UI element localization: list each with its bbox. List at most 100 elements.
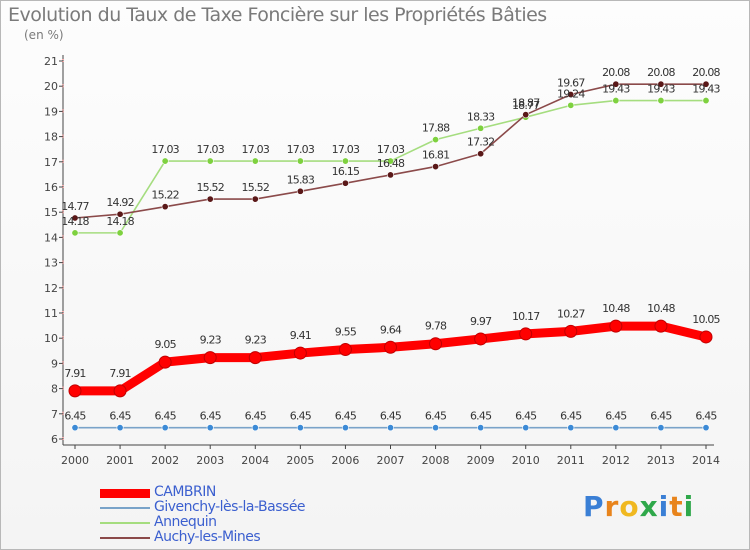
y-tick-label: 18 <box>44 131 58 144</box>
logo-letter: o <box>619 490 640 523</box>
data-label: 7.91 <box>64 367 85 380</box>
data-label: 6.45 <box>335 410 357 423</box>
data-point <box>612 80 620 88</box>
chart-unit-label: (en %) <box>24 28 64 42</box>
data-point <box>564 324 578 338</box>
data-point <box>386 157 394 165</box>
data-label: 6.45 <box>695 410 717 423</box>
data-label: 18.33 <box>467 110 495 123</box>
logo-letter: r <box>604 490 620 523</box>
data-label: 15.52 <box>242 181 270 194</box>
legend-item-annequin: Annequin <box>100 514 360 531</box>
data-label: 17.03 <box>196 143 224 156</box>
data-point <box>567 101 575 109</box>
data-label: 20.08 <box>602 66 630 79</box>
data-label: 18.77 <box>512 99 540 112</box>
data-point <box>654 319 668 333</box>
data-point <box>612 424 620 432</box>
data-label: 14.18 <box>61 215 89 228</box>
data-point <box>248 351 262 365</box>
data-label: 17.03 <box>151 143 179 156</box>
data-label: 20.08 <box>647 66 675 79</box>
data-label: 19.43 <box>692 83 720 96</box>
legend-swatch-givenchy <box>100 507 150 509</box>
data-point <box>293 346 307 360</box>
x-tick-label: 2005 <box>286 454 314 467</box>
y-tick-label: 7 <box>51 408 58 421</box>
data-point <box>251 195 259 203</box>
x-tick-label: 2012 <box>602 454 630 467</box>
y-tick-label: 9 <box>51 357 58 370</box>
x-tick-label: 2003 <box>196 454 224 467</box>
legend-item-auchy: Auchy-les-Mines <box>100 529 360 546</box>
data-point <box>432 163 440 171</box>
data-point <box>206 424 214 432</box>
y-tick-label: 8 <box>51 383 58 396</box>
x-tick-label: 2009 <box>467 454 495 467</box>
data-point <box>116 210 124 218</box>
data-point <box>432 424 440 432</box>
data-label: 9.23 <box>245 334 267 347</box>
data-point <box>384 340 397 354</box>
data-label: 9.23 <box>200 334 222 347</box>
data-point <box>432 136 440 144</box>
data-label: 7.91 <box>109 367 130 380</box>
data-label: 6.45 <box>470 410 492 423</box>
x-tick-label: 2013 <box>647 454 675 467</box>
data-label: 6.45 <box>650 410 672 423</box>
data-label: 20.08 <box>692 66 720 79</box>
data-label: 6.45 <box>560 410 582 423</box>
y-tick-label: 15 <box>44 206 58 219</box>
data-point <box>702 80 710 88</box>
data-point <box>71 229 79 237</box>
data-label: 14.77 <box>61 200 89 213</box>
logo-letter: P <box>583 490 605 523</box>
data-point <box>113 384 127 398</box>
data-label: 16.81 <box>422 149 450 162</box>
logo-letter: i <box>683 490 695 523</box>
y-tick-label: 21 <box>44 55 58 68</box>
data-label: 6.45 <box>64 410 86 423</box>
data-label: 6.45 <box>200 410 222 423</box>
data-point <box>702 424 710 432</box>
legend-label-givenchy: Givenchy-lès-la-Bassée <box>154 499 306 515</box>
data-label: 17.03 <box>377 143 405 156</box>
data-label: 6.45 <box>425 410 447 423</box>
data-label: 14.18 <box>106 215 134 228</box>
data-point <box>206 157 214 165</box>
data-point <box>657 424 665 432</box>
data-point <box>567 91 575 99</box>
data-point <box>203 351 217 365</box>
data-point <box>206 195 214 203</box>
x-tick-label: 2001 <box>106 454 134 467</box>
data-label: 17.32 <box>467 136 495 149</box>
data-point <box>567 424 575 432</box>
x-tick-label: 2008 <box>422 454 450 467</box>
data-point <box>116 229 124 237</box>
data-label: 15.22 <box>151 189 179 202</box>
y-tick-label: 16 <box>44 181 58 194</box>
data-point <box>477 124 485 132</box>
data-label: 17.03 <box>242 143 270 156</box>
data-point <box>296 424 304 432</box>
legend-label-auchy: Auchy-les-Mines <box>154 529 261 545</box>
y-tick-label: 13 <box>44 257 58 270</box>
data-point <box>251 157 259 165</box>
x-tick-label: 2006 <box>331 454 359 467</box>
data-point <box>657 97 665 105</box>
data-label: 9.05 <box>154 338 176 351</box>
data-label: 10.17 <box>512 310 540 323</box>
data-label: 10.48 <box>602 302 630 315</box>
legend-item-cambrin: CAMBRIN <box>100 484 360 501</box>
data-label: 19.43 <box>647 83 675 96</box>
legend-swatch-annequin <box>100 522 150 524</box>
legend-swatch-auchy <box>100 537 150 539</box>
data-label: 17.03 <box>287 143 315 156</box>
data-point <box>702 97 710 105</box>
data-point <box>609 319 623 333</box>
data-point <box>341 179 349 187</box>
x-tick-label: 2004 <box>241 454 269 467</box>
data-label: 9.64 <box>380 323 402 336</box>
data-label: 6.45 <box>245 410 267 423</box>
data-label: 15.83 <box>287 173 315 186</box>
